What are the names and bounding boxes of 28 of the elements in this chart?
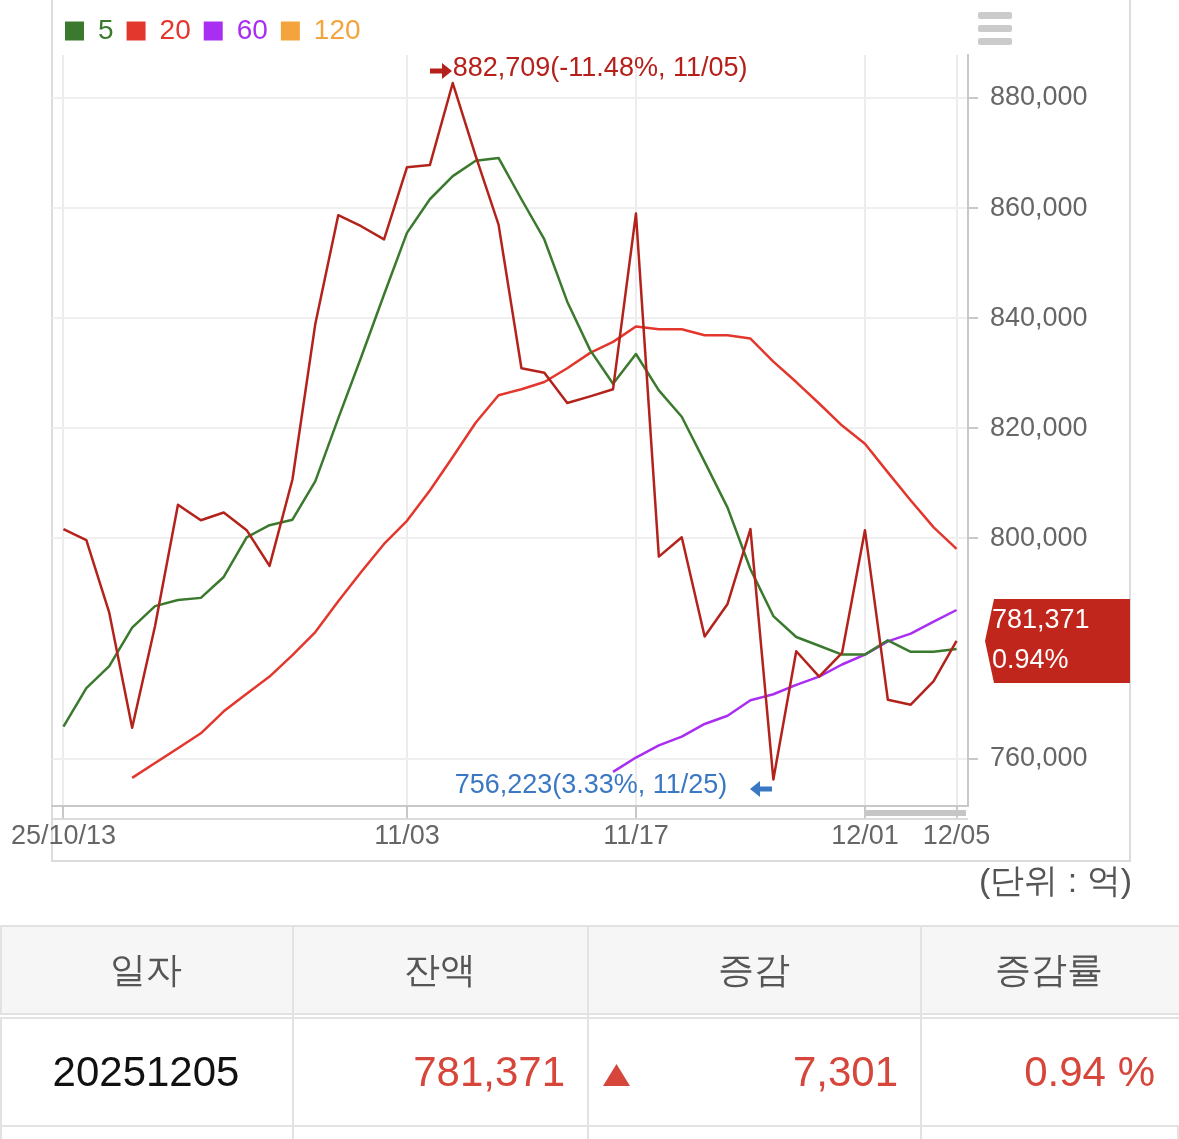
x-tick-label: 12/05 [922,819,991,850]
text: 증감 [717,947,790,992]
legend-label: 20 [159,13,191,45]
x-tick-label: 11/03 [374,819,440,850]
text: 일자 [110,947,182,992]
text: 0.94% [992,642,1069,675]
text: 20251205 [52,1048,240,1096]
x-tick-label: 12/01 [831,819,899,850]
y-tick-label: 880,000 [990,81,1088,112]
y-tick-label: 840,000 [990,301,1088,332]
y-tick-label: 800,000 [990,521,1088,552]
y-tick-label: 760,000 [990,742,1088,773]
text: 0.94 % [1024,1048,1155,1096]
y-tick-label: 820,000 [990,411,1088,442]
legend-label: 120 [313,13,361,45]
text: 증감률 [994,947,1103,992]
text: 7,301 [792,1048,898,1096]
annotation: 882,709(-11.48%, 11/05) [452,52,748,83]
text: (단위 : 억) [979,860,1132,900]
legend-label: 60 [236,13,268,45]
legend-label: 5 [98,13,114,45]
text: 781,371 [992,602,1090,635]
y-tick-label: 860,000 [990,191,1088,222]
text: 잔액 [403,947,476,992]
x-tick-label: 25/10/13 [10,819,116,850]
x-tick-label: 11/17 [603,819,669,850]
text: 781,371 [413,1048,565,1096]
annotation: 756,223(3.33%, 11/25) [454,768,728,799]
